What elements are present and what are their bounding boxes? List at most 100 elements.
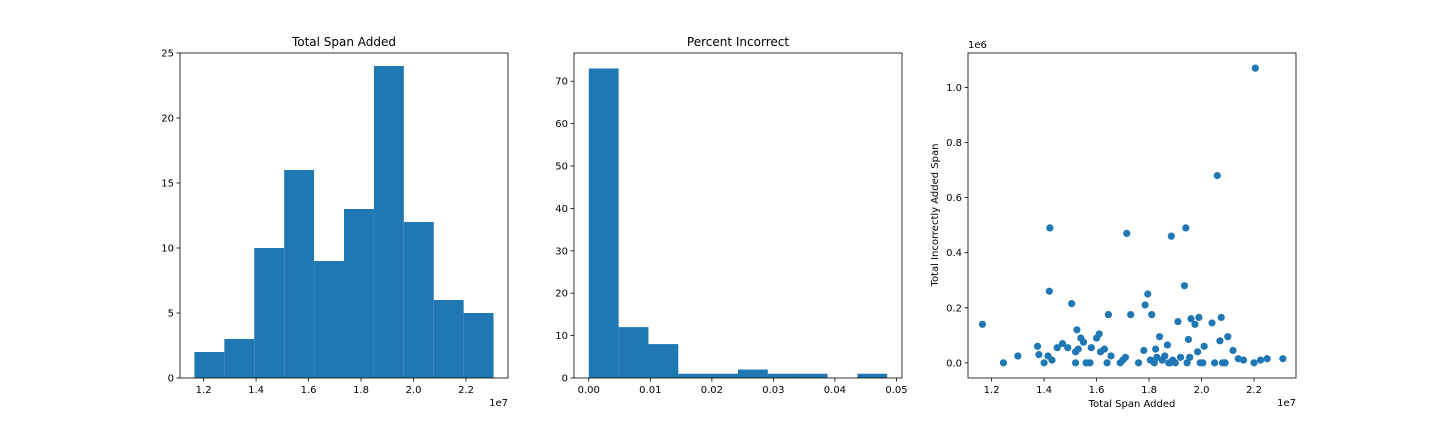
x-tick-label: 0.04 — [824, 385, 846, 396]
scatter-point — [1221, 359, 1229, 367]
axes-frame — [573, 52, 903, 379]
scatter-point — [1229, 346, 1237, 355]
x-multiplier-label: 1e7 — [1277, 398, 1296, 409]
scatter-point — [1199, 359, 1207, 367]
scatter-point — [1121, 353, 1130, 361]
y-tick-label: 30 — [555, 246, 568, 257]
scatter-point — [1107, 352, 1115, 360]
scatter-point — [1279, 355, 1287, 363]
scatter-point — [1250, 359, 1258, 367]
x-tick-label: 1.2 — [984, 385, 1000, 396]
scatter-point — [1256, 356, 1265, 364]
x-multiplier-label: 1e7 — [489, 398, 508, 409]
scatter-point — [1033, 342, 1042, 350]
histogram-total-span-added: Total Span Added 1.2 1.4 1.6 1.8 2.0 2.2 0 5 10 1… — [161, 35, 509, 409]
x-tick-label: 0.00 — [578, 385, 600, 396]
histogram-bar — [194, 352, 225, 378]
scatter-point — [1045, 287, 1053, 295]
x-tick-label: 1.8 — [353, 385, 369, 396]
scatter-point — [1187, 315, 1195, 323]
y-tick-label: 5 — [168, 309, 174, 320]
scatter-point — [1200, 342, 1208, 350]
histogram-bar — [314, 261, 344, 378]
y-tick-label: 0.6 — [946, 193, 962, 204]
y-tick-label: 25 — [161, 49, 174, 60]
y-tick-label: 0.8 — [946, 138, 962, 149]
scatter-point — [1127, 311, 1135, 319]
histogram-bar — [708, 373, 738, 378]
scatter-point — [1123, 229, 1131, 238]
axes-frame — [967, 52, 1297, 379]
y-tick-label: 15 — [161, 179, 174, 190]
x-tick-label: 2.0 — [406, 385, 422, 396]
histogram-bar — [797, 373, 828, 378]
scatter-point — [1184, 335, 1193, 344]
panel-title: Percent Incorrect — [687, 35, 789, 49]
y-tick-label: 1.0 — [946, 83, 962, 94]
scatter-point — [1191, 320, 1199, 328]
scatter-point — [1217, 313, 1225, 322]
scatter-point — [1144, 290, 1152, 298]
y-tick-label: 10 — [161, 244, 174, 255]
y-tick-label: 60 — [555, 119, 568, 130]
scatter-point — [1100, 345, 1109, 353]
scatter-point — [1040, 359, 1048, 367]
y-tick-label: 50 — [555, 161, 568, 172]
scatter-point — [1104, 311, 1112, 319]
x-tick-label: 0.03 — [762, 385, 784, 396]
scatter-point — [1141, 301, 1149, 309]
histogram-bar — [767, 373, 798, 378]
y-tick-label: 10 — [555, 331, 568, 342]
scatter-point — [1140, 346, 1148, 355]
scatter-point — [1068, 300, 1076, 308]
x-tick-label: 1.4 — [248, 385, 264, 396]
x-axis-label: Total Span Added — [1088, 399, 1176, 410]
scatter-point — [1103, 359, 1111, 367]
scatter-point — [1263, 355, 1271, 363]
histogram-bar — [403, 222, 434, 378]
scatter-point — [1079, 338, 1088, 346]
histogram-bar — [284, 170, 315, 378]
x-tick-label: 2.2 — [458, 385, 474, 396]
y-tick-label: 0.4 — [946, 248, 962, 259]
scatter-point — [1134, 359, 1143, 367]
scatter-point — [1208, 319, 1216, 327]
scatter-point — [1176, 353, 1185, 361]
axes-frame — [179, 52, 509, 379]
x-tick-label: 0.05 — [885, 385, 907, 396]
scatter-point — [1213, 171, 1221, 180]
scatter-point — [999, 359, 1008, 367]
histogram-bar — [678, 373, 709, 378]
scatter-point — [1035, 350, 1043, 359]
scatter-point — [1174, 317, 1182, 326]
y-tick-label: 70 — [555, 77, 568, 88]
scatter-point — [1064, 344, 1072, 352]
scatter-point — [1014, 352, 1022, 360]
histogram-bar — [463, 313, 494, 378]
scatter-point — [1163, 341, 1172, 349]
scatter-point — [1224, 333, 1232, 341]
x-tick-label: 2.2 — [1246, 385, 1262, 396]
scatter-point — [1239, 356, 1248, 364]
x-tick-label: 1.2 — [196, 385, 212, 396]
scatter-point — [1186, 353, 1194, 361]
x-tick-label: 0.02 — [701, 385, 723, 396]
scatter-point — [1155, 333, 1164, 341]
histogram-bar — [344, 209, 374, 378]
scatter-point — [1053, 344, 1061, 352]
scatter-point — [1048, 356, 1056, 364]
y-tick-label: 40 — [555, 204, 568, 215]
x-tick-label: 1.4 — [1036, 385, 1052, 396]
x-tick-label: 1.6 — [1089, 385, 1105, 396]
scatter-point — [1086, 359, 1094, 367]
histogram-bar — [254, 248, 285, 378]
scatter-point — [1148, 311, 1156, 319]
x-tick-label: 1.6 — [301, 385, 317, 396]
scatter-incorrect-vs-total-span: 1.2 1.4 1.6 1.8 2.0 2.2 0.0 0.2 0.4 0.6 0.8 1.0 1e6… — [930, 40, 1297, 410]
y-tick-label: 0.0 — [946, 358, 962, 369]
histogram-percent-incorrect: Percent Incorrect 0.00 0.01 0.02 0.03 0.04 0.… — [555, 35, 907, 396]
histogram-bar — [857, 373, 888, 378]
histogram-bar — [224, 339, 255, 378]
y-tick-label: 0 — [168, 374, 174, 385]
